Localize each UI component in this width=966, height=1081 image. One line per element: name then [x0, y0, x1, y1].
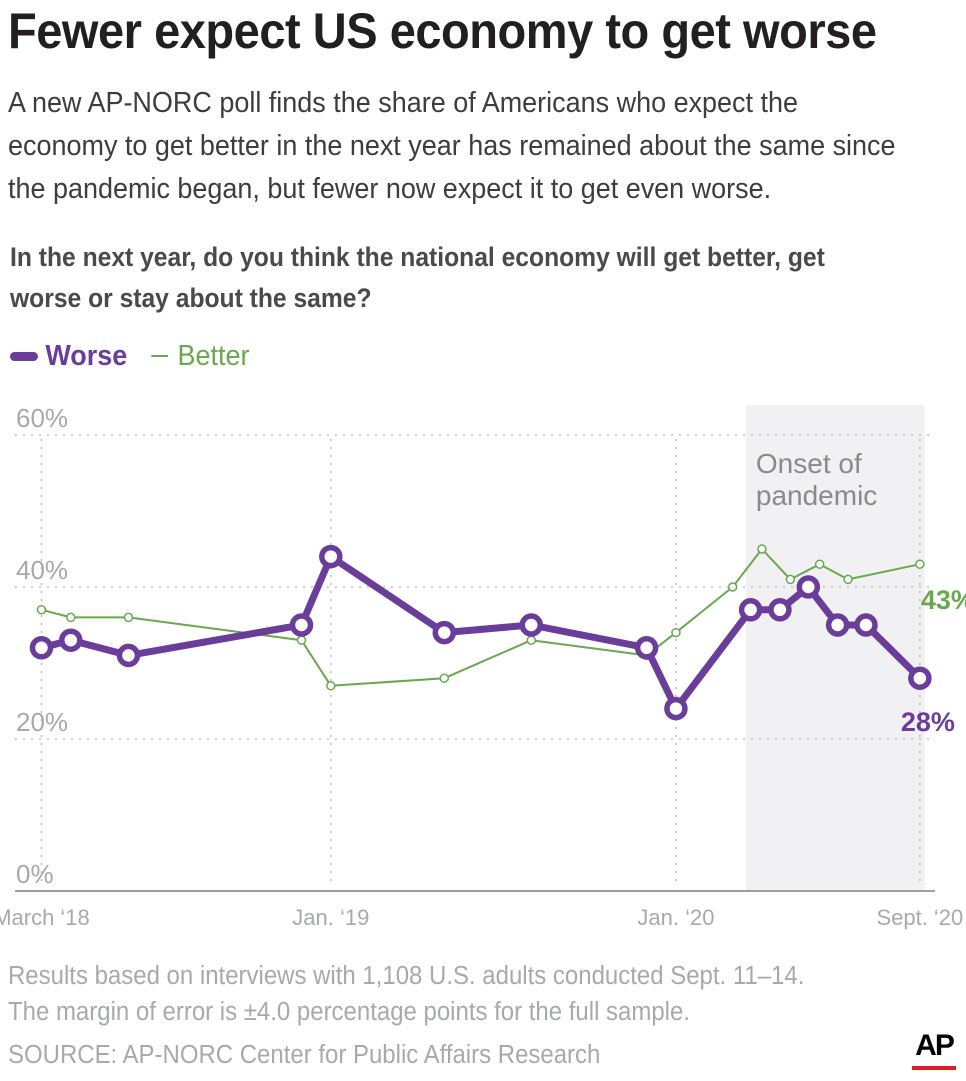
- better-series-point: [727, 582, 738, 592]
- y-tick-label: 20%: [16, 707, 68, 737]
- ap-logo-bar: [912, 1066, 956, 1070]
- better-series-point: [36, 605, 47, 615]
- better-series-point: [526, 635, 537, 645]
- legend-item-worse: Worse: [10, 340, 127, 373]
- better-series-point: [915, 559, 925, 569]
- y-tick-labels: 0% 20% 40% 60%: [16, 403, 68, 889]
- ap-logo: AP: [912, 1030, 956, 1070]
- x-tick-label: March ‘18: [0, 905, 90, 930]
- methodology-note: Results based on interviews with 1,108 U…: [8, 958, 910, 1030]
- legend-label-worse: Worse: [45, 339, 128, 372]
- worse-series-point: [116, 643, 141, 668]
- worse-series-point: [768, 598, 792, 622]
- worse-series-point: [432, 620, 457, 645]
- worse-series-point: [634, 636, 659, 660]
- legend-label-better: Better: [177, 339, 250, 372]
- better-series-point: [439, 673, 450, 683]
- line-chart: 0% 20% 40% 60% March ‘18 Jan. ‘19 Jan. ‘20 Sep…: [0, 403, 966, 930]
- pandemic-shaded-region: [745, 405, 925, 891]
- chart-subtitle: A new AP-NORC poll finds the share of Am…: [8, 87, 896, 205]
- better-series-point: [785, 574, 796, 585]
- worse-series-point: [289, 613, 314, 637]
- legend-item-better: Better: [151, 340, 249, 373]
- x-tick-label: Sept. ‘20: [876, 905, 963, 930]
- legend-swatch-better: [151, 355, 169, 357]
- y-tick-label: 60%: [16, 403, 68, 433]
- better-series-point: [296, 635, 307, 645]
- x-tick-label: Jan. ‘20: [637, 905, 714, 930]
- worse-series-point: [908, 666, 932, 690]
- source-credit: SOURCE: AP-NORC Center for Public Affair…: [8, 1041, 601, 1069]
- worse-series-point: [738, 598, 763, 622]
- worse-series-point: [319, 544, 343, 569]
- worse-series-point: [59, 628, 83, 652]
- x-tick-label: Jan. ‘19: [292, 905, 369, 930]
- legend-swatch-worse: [10, 351, 38, 361]
- better-series-point: [671, 627, 681, 638]
- better-series-point: [66, 612, 76, 623]
- worse-series-point: [519, 613, 544, 637]
- ap-logo-text: AP: [915, 1029, 955, 1062]
- pandemic-label-line2: pandemic: [756, 480, 877, 511]
- worse-series-point: [854, 613, 878, 637]
- end-label-better: 43%: [921, 585, 966, 615]
- chart-title: Fewer expect US economy to get worse: [8, 3, 877, 59]
- better-series-point: [843, 574, 853, 585]
- y-tick-label: 0%: [16, 859, 54, 889]
- better-series-point: [814, 559, 825, 569]
- better-series-point: [757, 544, 767, 554]
- chart-legend: Worse Better: [10, 336, 274, 376]
- pandemic-label-line1: Onset of: [756, 448, 862, 479]
- worse-series-point: [825, 613, 850, 637]
- series-layer: [29, 544, 932, 721]
- x-tick-labels: March ‘18 Jan. ‘19 Jan. ‘20 Sept. ‘20: [0, 905, 963, 930]
- methodology-line1: Results based on interviews with 1,108 U…: [8, 962, 805, 990]
- better-series-point: [123, 612, 134, 623]
- worse-series-point: [796, 575, 821, 599]
- gridlines: [15, 434, 930, 887]
- y-tick-label: 40%: [16, 555, 68, 585]
- worse-series-point: [29, 636, 54, 660]
- methodology-line2: The margin of error is ±4.0 percentage p…: [8, 998, 690, 1026]
- survey-question: In the next year, do you think the natio…: [10, 242, 825, 313]
- end-label-worse: 28%: [901, 707, 955, 737]
- better-series-point: [326, 681, 336, 691]
- worse-series-point: [664, 696, 688, 721]
